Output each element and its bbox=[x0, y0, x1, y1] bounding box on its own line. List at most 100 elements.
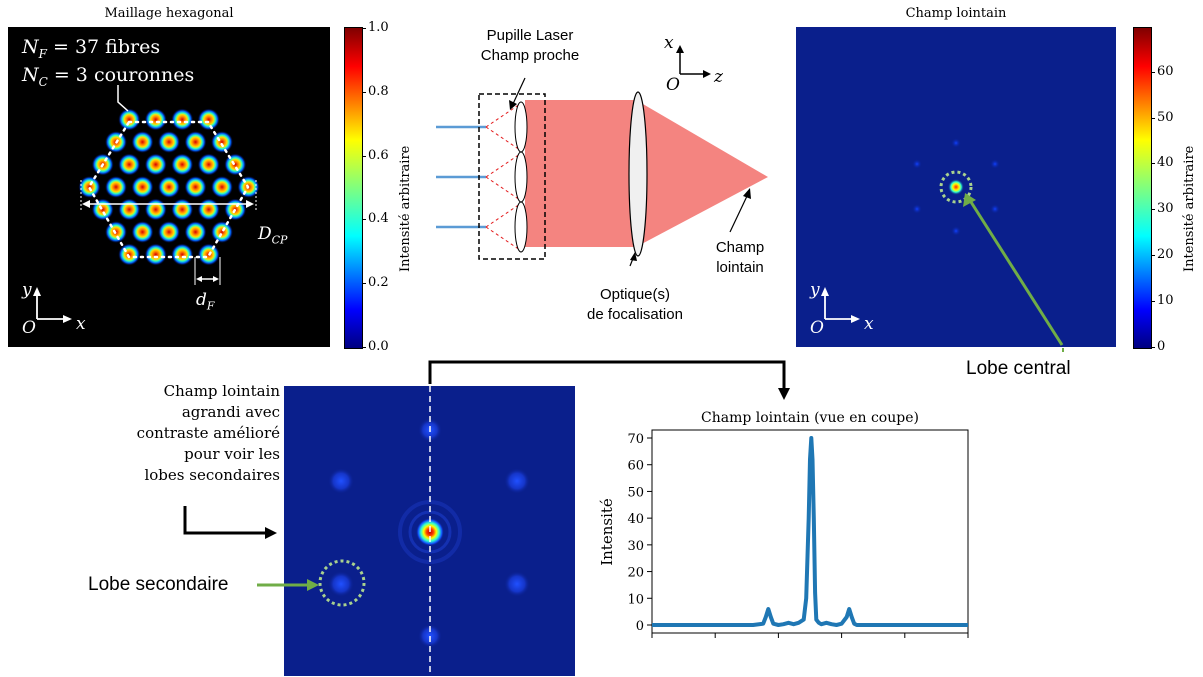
y-tick-label: 70 bbox=[627, 432, 644, 447]
colorbar-tick-mark bbox=[362, 91, 366, 93]
hex-title: Maillage hexagonal bbox=[104, 6, 234, 21]
zoom-panel bbox=[284, 386, 575, 676]
far-field-panel: y x O bbox=[796, 27, 1116, 347]
fiber-spot bbox=[184, 221, 207, 243]
far-label: Champ lointain bbox=[695, 238, 785, 278]
fiber-spot bbox=[211, 131, 233, 153]
y-tick-label: 40 bbox=[627, 512, 644, 527]
hex-colorbar bbox=[344, 27, 363, 349]
fiber-spot bbox=[211, 221, 233, 243]
central-lobe-circle bbox=[939, 170, 973, 204]
zoom-side-lobe bbox=[328, 468, 354, 494]
setup-axis-z-label: z bbox=[713, 67, 724, 87]
fiber-spot bbox=[197, 108, 220, 131]
chart-title: Champ lointain (vue en coupe) bbox=[701, 410, 919, 426]
fiber-spot bbox=[184, 176, 207, 198]
side-lobe bbox=[951, 226, 961, 236]
far-axis-y-label: y bbox=[809, 280, 820, 300]
colorbar-tick-label: 60 bbox=[1157, 63, 1174, 79]
colorbar-tick-label: 0.6 bbox=[368, 147, 389, 163]
far-label-line1: Champ bbox=[715, 239, 765, 256]
setup-axis-o-label: O bbox=[666, 75, 680, 95]
nf-label: NF = 37 fibres bbox=[22, 36, 161, 61]
far-axis-o-label: O bbox=[810, 318, 824, 338]
colorbar-tick-mark bbox=[1151, 347, 1155, 348]
secondary-lobe-label: Lobe secondaire bbox=[88, 574, 229, 595]
central-lobe bbox=[948, 179, 964, 195]
y-tick-label: 0 bbox=[636, 619, 644, 634]
y-tick-label: 30 bbox=[627, 539, 644, 554]
colorbar-tick-mark bbox=[362, 347, 366, 348]
hex-outline bbox=[87, 120, 250, 259]
colorbar-tick-mark bbox=[1151, 209, 1155, 211]
optics-label: Optique(s) de focalisation bbox=[560, 285, 710, 325]
secondary-lobe-circle bbox=[318, 559, 366, 607]
fiber-spot bbox=[171, 108, 194, 131]
dcp-label: DCP bbox=[258, 224, 288, 247]
zoom-note-line: agrandi avec bbox=[181, 403, 280, 421]
fiber-spot bbox=[184, 131, 207, 153]
fiber-spot bbox=[78, 176, 101, 198]
colorbar-tick-label: 30 bbox=[1157, 201, 1174, 217]
y-axis-label: Intensité bbox=[598, 498, 616, 566]
colorbar-tick-mark bbox=[362, 28, 366, 29]
zoom-note-line: lobes secondaires bbox=[144, 466, 280, 484]
central-lobe-arrow bbox=[969, 201, 1064, 346]
fiber-spot bbox=[171, 243, 194, 266]
zoom-note-line: pour voir les bbox=[184, 445, 280, 463]
colorbar-tick-mark bbox=[1151, 71, 1155, 73]
colorbar-tick-label: 50 bbox=[1157, 109, 1174, 125]
colorbar-tick-label: 0.8 bbox=[368, 83, 389, 99]
zoom-note-line: Champ lointain bbox=[163, 382, 280, 400]
colorbar-tick-mark bbox=[362, 155, 366, 157]
fiber-spot bbox=[144, 243, 167, 266]
y-tick-label: 50 bbox=[627, 485, 644, 500]
colorbar-tick-label: 0.4 bbox=[368, 211, 389, 227]
focusing-lens bbox=[628, 91, 648, 257]
far-title: Champ lointain bbox=[905, 6, 1007, 21]
colorbar-tick-label: 1.0 bbox=[368, 20, 389, 35]
far-label-line2: lointain bbox=[716, 259, 764, 276]
side-lobe bbox=[951, 138, 961, 148]
colorbar-tick-label: 40 bbox=[1157, 155, 1174, 171]
fiber-spot bbox=[144, 108, 167, 131]
secondary-lobe-arrow bbox=[257, 579, 319, 591]
side-lobe bbox=[912, 204, 922, 214]
setup-axis-x-label: x bbox=[664, 33, 674, 53]
far-colorbar bbox=[1133, 27, 1152, 349]
zoom-side-lobe bbox=[504, 571, 530, 597]
hex-axis-x-label: x bbox=[76, 314, 86, 334]
divergence-lines bbox=[485, 103, 521, 251]
colorbar-tick-label: 0.0 bbox=[368, 339, 389, 354]
cross-section-chart: 0 10 20 30 40 50 60 70 Intensité bbox=[598, 429, 969, 638]
df-label: dF bbox=[196, 290, 215, 313]
fiber-spot bbox=[158, 221, 180, 243]
side-lobe bbox=[990, 204, 1000, 214]
hex-panel: y x O bbox=[8, 27, 330, 347]
zoom-note-line: contraste amélioré bbox=[136, 424, 280, 442]
colorbar-tick-mark bbox=[1151, 117, 1155, 119]
optical-setup: x z O bbox=[436, 33, 768, 267]
series-line bbox=[652, 436, 968, 627]
colorbar-tick-label: 0 bbox=[1157, 339, 1166, 354]
colorbar-tick-mark bbox=[1151, 163, 1155, 165]
colorbar-tick-mark bbox=[362, 219, 366, 221]
y-tick-label: 60 bbox=[627, 459, 644, 474]
side-lobe bbox=[990, 159, 1000, 169]
fiber-spot bbox=[105, 176, 127, 198]
x-ticks bbox=[651, 633, 969, 638]
optics-label-line2: de focalisation bbox=[587, 306, 683, 323]
microlens-3 bbox=[514, 201, 528, 253]
colorbar-tick-label: 20 bbox=[1157, 247, 1174, 263]
y-ticks: 0 10 20 30 40 50 60 70 bbox=[627, 432, 652, 634]
fiber-spot bbox=[131, 176, 154, 198]
zoom-note: Champ lointain agrandi avec contraste am… bbox=[94, 381, 280, 486]
hex-axis-o-label: O bbox=[22, 318, 36, 338]
fiber-spot bbox=[131, 221, 154, 243]
far-axis-x-label: x bbox=[864, 314, 874, 334]
fiber-spot bbox=[131, 131, 154, 153]
central-lobe-label: Lobe central bbox=[966, 358, 1071, 379]
colorbar-tick-mark bbox=[362, 283, 366, 285]
optics-label-line1: Optique(s) bbox=[599, 286, 671, 303]
